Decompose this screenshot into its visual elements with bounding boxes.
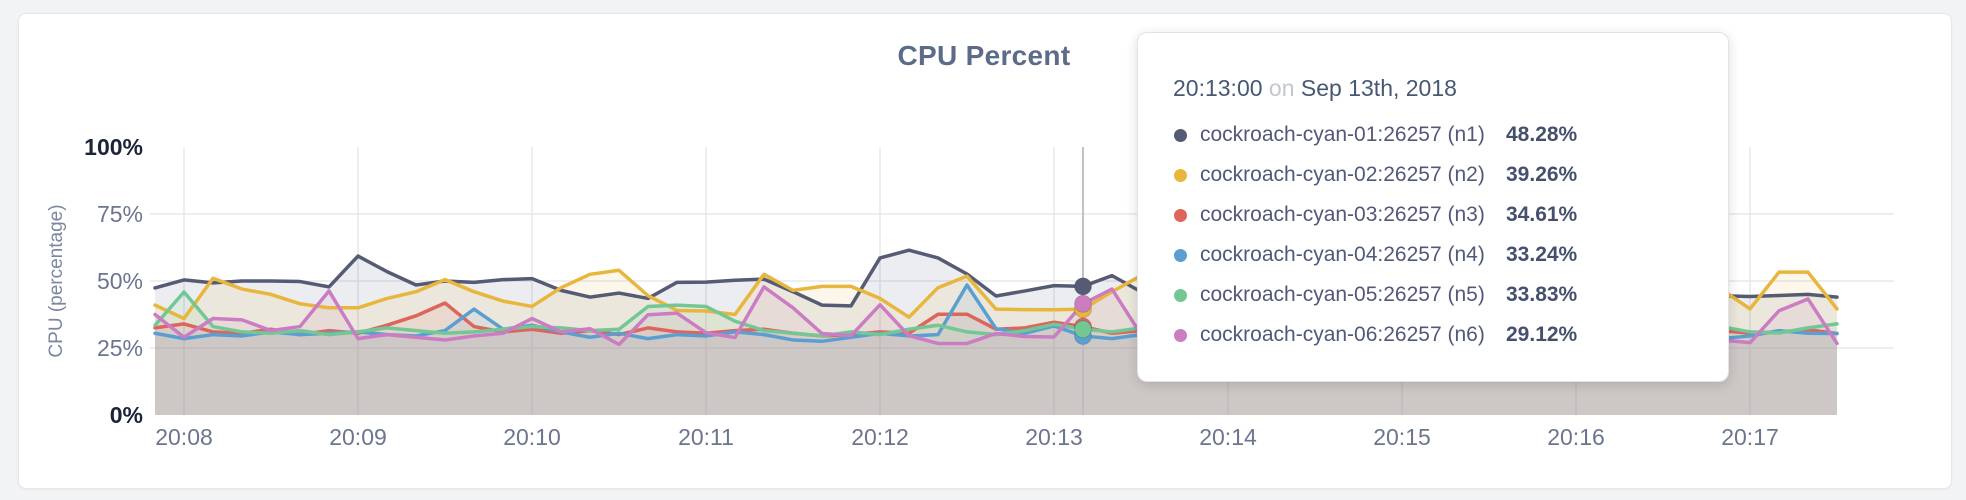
tooltip-series-label: cockroach-cyan-06:26257 (n6): [1200, 323, 1485, 346]
tooltip-date: Sep 13th, 2018: [1300, 75, 1457, 101]
series-color-dot-icon: [1174, 128, 1187, 142]
hover-point: [1074, 277, 1092, 296]
tooltip-series-label: cockroach-cyan-05:26257 (n5): [1200, 283, 1485, 306]
hover-tooltip: 20:13:00 on Sep 13th, 2018 cockroach-cya…: [1137, 32, 1729, 382]
y-tick-label: 25%: [96, 335, 143, 361]
tooltip-series-value: 29.12%: [1506, 323, 1578, 346]
hover-point: [1074, 320, 1092, 339]
tooltip-series-value: 34.61%: [1506, 203, 1578, 226]
tooltip-series-value: 33.83%: [1506, 283, 1578, 306]
x-tick-label: 20:11: [678, 424, 734, 450]
tooltip-series-label: cockroach-cyan-01:26257 (n1): [1200, 123, 1485, 146]
tooltip-row: cockroach-cyan-04:26257 (n4) 33.24%: [1138, 235, 1728, 275]
x-tick-label: 20:12: [851, 424, 909, 450]
y-tick-label: 75%: [96, 201, 143, 227]
series-area: [155, 291, 1837, 415]
series-color-dot-icon: [1174, 288, 1187, 302]
tooltip-series-value: 39.26%: [1506, 163, 1578, 186]
y-tick-label: 50%: [96, 268, 143, 294]
tooltip-row: cockroach-cyan-06:26257 (n6) 29.12%: [1138, 315, 1728, 355]
tooltip-series-label: cockroach-cyan-04:26257 (n4): [1200, 243, 1485, 266]
tooltip-time: 20:13:00: [1173, 75, 1263, 101]
series-color-dot-icon: [1174, 208, 1187, 222]
tooltip-on-word: on: [1268, 75, 1295, 101]
y-tick-label: 0%: [109, 402, 143, 428]
tooltip-row: cockroach-cyan-05:26257 (n5) 33.83%: [1138, 275, 1728, 315]
chart-title: CPU Percent: [897, 40, 1071, 71]
x-tick-label: 20:08: [155, 424, 213, 450]
tooltip-series-label: cockroach-cyan-03:26257 (n3): [1200, 203, 1485, 226]
x-tick-label: 20:09: [329, 424, 387, 450]
tooltip-row: cockroach-cyan-01:26257 (n1) 48.28%: [1138, 115, 1728, 155]
y-tick-label: 100%: [84, 134, 143, 160]
x-tick-label: 20:10: [503, 424, 561, 450]
x-tick-label: 20:16: [1547, 424, 1605, 450]
x-tick-label: 20:15: [1373, 424, 1431, 450]
series-area: [155, 286, 1837, 415]
series-color-dot-icon: [1174, 248, 1187, 262]
tooltip-series-value: 33.24%: [1506, 243, 1578, 266]
tooltip-header: 20:13:00 on Sep 13th, 2018: [1173, 75, 1457, 102]
hover-point: [1074, 294, 1092, 313]
series-area: [155, 302, 1837, 415]
tooltip-series-value: 48.28%: [1506, 123, 1578, 146]
tooltip-rows: cockroach-cyan-01:26257 (n1) 48.28% cockro…: [1138, 115, 1728, 355]
series-color-dot-icon: [1174, 168, 1187, 182]
series-color-dot-icon: [1174, 328, 1187, 342]
tooltip-series-label: cockroach-cyan-02:26257 (n2): [1200, 163, 1485, 186]
x-tick-label: 20:17: [1721, 424, 1779, 450]
x-tick-label: 20:14: [1199, 424, 1257, 450]
tooltip-row: cockroach-cyan-03:26257 (n3) 34.61%: [1138, 195, 1728, 235]
series-area: [155, 285, 1837, 415]
tooltip-row: cockroach-cyan-02:26257 (n2) 39.26%: [1138, 155, 1728, 195]
x-tick-label: 20:13: [1025, 424, 1083, 450]
